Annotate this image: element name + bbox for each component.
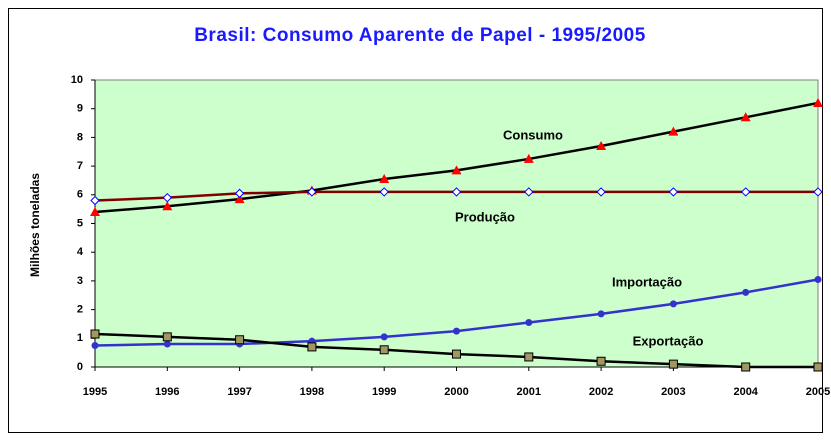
x-tick-label: 2004 <box>733 386 758 398</box>
marker <box>235 335 245 345</box>
marker <box>379 187 389 197</box>
marker <box>524 187 534 197</box>
x-tick-label: 1996 <box>155 386 179 398</box>
marker <box>813 187 823 197</box>
marker <box>162 332 172 342</box>
marker <box>596 187 606 197</box>
y-tick-label: 5 <box>77 217 83 229</box>
marker <box>453 327 460 335</box>
x-tick-label: 2003 <box>661 386 685 398</box>
marker <box>451 187 462 197</box>
x-tick-label: 2000 <box>444 386 468 398</box>
marker <box>90 207 100 217</box>
y-tick-label: 8 <box>77 131 83 143</box>
marker <box>668 359 678 369</box>
marker <box>814 275 822 283</box>
series-label: Consumo <box>503 127 563 142</box>
marker <box>234 194 245 204</box>
series-label: Exportação <box>633 333 704 348</box>
marker <box>523 153 534 163</box>
marker <box>668 187 679 197</box>
x-tick-label: 1995 <box>83 386 107 398</box>
marker <box>596 141 607 151</box>
marker <box>740 112 751 122</box>
x-tick-label: 2001 <box>517 386 541 398</box>
y-tick-label: 10 <box>71 74 83 86</box>
y-tick-label: 3 <box>77 275 83 287</box>
marker <box>162 192 173 203</box>
marker <box>90 195 100 206</box>
y-axis-label: Milhões toneladas <box>28 173 42 277</box>
x-tick-label: 2002 <box>589 386 613 398</box>
marker <box>742 288 750 296</box>
marker <box>813 97 823 107</box>
marker <box>379 345 389 355</box>
marker <box>525 319 533 327</box>
y-tick-label: 7 <box>77 160 83 172</box>
series-label: Produção <box>455 209 515 224</box>
marker <box>380 333 388 341</box>
marker <box>597 310 605 318</box>
marker <box>741 362 751 372</box>
x-tick-label: 1997 <box>227 386 251 398</box>
marker <box>162 201 173 211</box>
marker <box>307 342 317 352</box>
chart-title: Brasil: Consumo Aparente de Papel - 1995… <box>194 25 646 46</box>
marker <box>596 356 606 366</box>
marker <box>90 329 100 339</box>
marker <box>813 362 823 372</box>
marker <box>740 187 751 197</box>
marker <box>91 341 99 349</box>
marker <box>234 188 245 199</box>
marker <box>379 174 390 184</box>
marker <box>163 340 171 348</box>
y-tick-label: 1 <box>77 332 83 344</box>
x-tick-label: 1998 <box>300 386 324 398</box>
marker <box>668 126 679 136</box>
y-tick-label: 4 <box>77 246 84 258</box>
y-tick-label: 2 <box>77 304 83 316</box>
marker <box>524 352 534 362</box>
marker <box>669 300 677 308</box>
series-label: Importação <box>612 274 682 289</box>
y-tick-label: 6 <box>77 189 83 201</box>
marker <box>452 349 461 359</box>
marker <box>451 165 462 175</box>
marker <box>307 187 317 197</box>
x-tick-label: 2005 <box>806 386 830 398</box>
y-tick-label: 0 <box>77 361 83 373</box>
y-tick-label: 9 <box>77 103 83 115</box>
x-tick-label: 1999 <box>372 386 396 398</box>
